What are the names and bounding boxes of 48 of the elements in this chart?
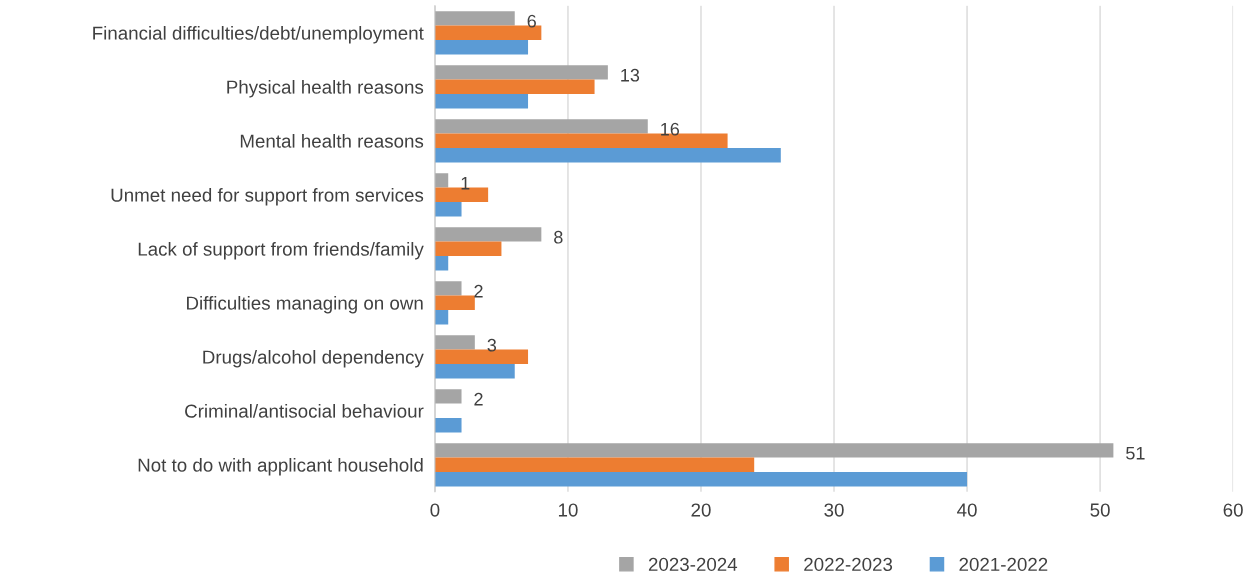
legend-label: 2022-2023: [804, 557, 893, 572]
y-tick-label: Physical health reasons: [227, 80, 424, 98]
y-tick-label: Criminal/antisocial behaviour: [185, 404, 424, 418]
bar: [434, 94, 529, 109]
bar: [434, 148, 781, 163]
x-tick-label: 20: [691, 503, 711, 517]
x-tick-label: 10: [558, 503, 578, 517]
legend-label: 2023-2024: [648, 557, 738, 572]
data-label: 51: [1126, 446, 1145, 460]
bar: [434, 11, 515, 26]
y-tick-label: Lack of support from friends/family: [138, 242, 424, 260]
bar: [434, 241, 502, 256]
legend-label: 2021-2022: [959, 557, 1048, 572]
data-label: 13: [621, 68, 640, 82]
data-label: 2: [474, 392, 483, 406]
y-tick-label: Not to do with applicant household: [138, 458, 423, 476]
x-tick-label: 30: [824, 503, 844, 517]
x-tick-label: 40: [957, 503, 977, 517]
data-label: 3: [487, 338, 497, 352]
bar: [434, 389, 462, 404]
data-label: 16: [661, 122, 680, 136]
x-tick-label: 50: [1090, 503, 1110, 517]
data-label: 1: [461, 176, 470, 190]
bar: [434, 295, 475, 310]
data-label: 2: [474, 284, 483, 298]
bar: [434, 335, 475, 350]
data-label: 8: [554, 230, 563, 244]
y-tick-label: Difficulties managing on own: [187, 296, 423, 314]
bar: [434, 40, 529, 55]
bar: [434, 417, 462, 433]
bar: [434, 281, 462, 296]
bar: [434, 364, 515, 379]
y-tick-label: Unmet need for support from services: [111, 188, 424, 206]
x-tick-label: 0: [430, 503, 440, 517]
bar: [434, 79, 595, 95]
bar: [434, 443, 1114, 458]
bar: [434, 471, 968, 487]
bar: [434, 65, 608, 80]
bar: [434, 173, 449, 188]
bar: [434, 457, 755, 472]
x-tick-label: 60: [1223, 503, 1243, 517]
bar: [434, 202, 462, 217]
bar: [434, 227, 542, 242]
y-tick-label: Mental health reasons: [240, 134, 424, 148]
bar: [434, 119, 648, 134]
data-label: 6: [527, 14, 536, 28]
y-tick-label: Drugs/alcohol dependency: [203, 350, 424, 368]
y-tick-label: Financial difficulties/debt/unemployment: [93, 26, 424, 44]
